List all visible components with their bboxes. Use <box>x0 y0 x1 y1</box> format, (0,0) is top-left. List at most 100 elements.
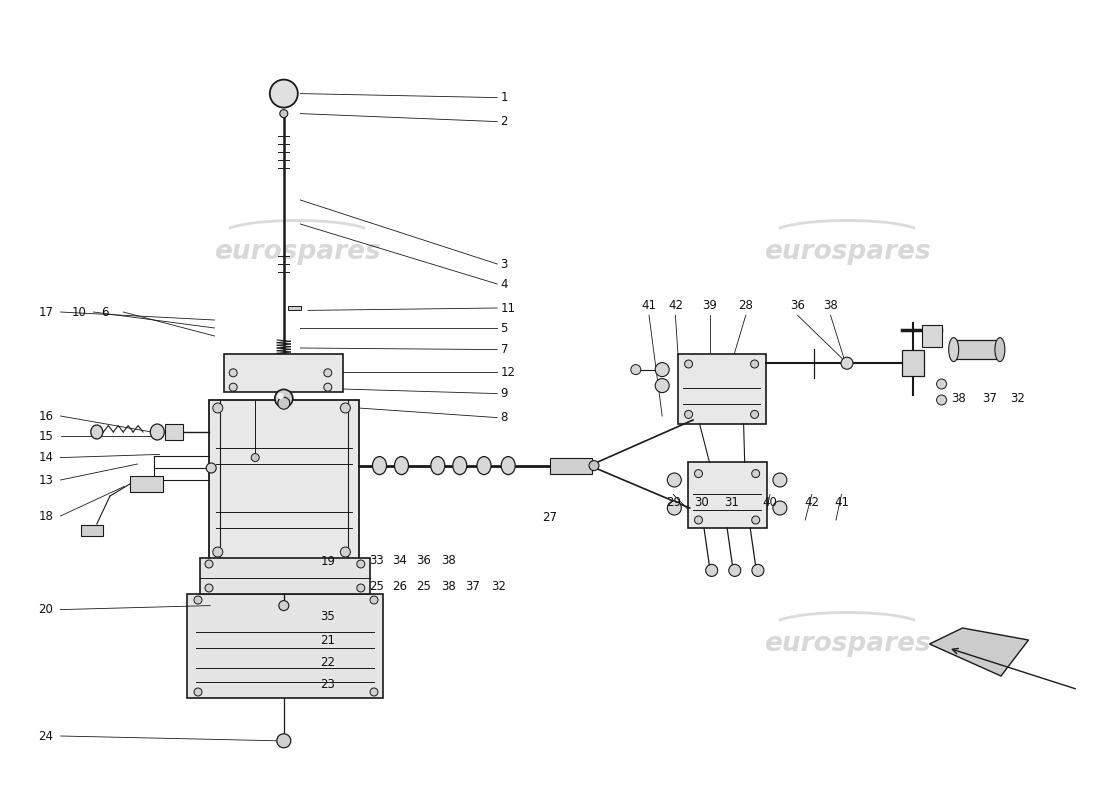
Text: 33: 33 <box>368 554 384 566</box>
Bar <box>130 476 163 492</box>
Circle shape <box>194 596 202 604</box>
Text: 26: 26 <box>392 580 407 593</box>
Bar <box>165 424 183 440</box>
Text: 34: 34 <box>392 554 407 566</box>
Text: 27: 27 <box>542 511 558 524</box>
Circle shape <box>356 560 365 568</box>
Circle shape <box>275 390 293 407</box>
Circle shape <box>370 596 378 604</box>
Circle shape <box>205 584 213 592</box>
Circle shape <box>340 547 351 557</box>
Circle shape <box>668 501 681 515</box>
Text: 16: 16 <box>39 410 54 422</box>
Circle shape <box>630 365 641 374</box>
Text: 9: 9 <box>500 387 508 400</box>
Polygon shape <box>930 628 1028 676</box>
Circle shape <box>729 565 740 576</box>
Text: 35: 35 <box>320 610 336 622</box>
Circle shape <box>278 397 289 409</box>
Text: 10: 10 <box>72 306 87 318</box>
Text: 37: 37 <box>982 392 998 405</box>
Text: 29: 29 <box>666 496 681 509</box>
Text: 41: 41 <box>641 299 657 312</box>
Text: 25: 25 <box>416 580 431 593</box>
Circle shape <box>773 501 786 515</box>
Circle shape <box>206 463 217 473</box>
Text: 2: 2 <box>500 115 508 128</box>
Bar <box>688 462 767 528</box>
Text: 12: 12 <box>500 366 516 378</box>
Circle shape <box>277 734 290 748</box>
Circle shape <box>278 601 289 610</box>
Ellipse shape <box>373 457 386 474</box>
Text: 36: 36 <box>416 554 431 566</box>
Text: 38: 38 <box>441 580 456 593</box>
Text: 32: 32 <box>1010 392 1025 405</box>
Circle shape <box>370 688 378 696</box>
Text: 22: 22 <box>320 656 336 669</box>
Bar <box>200 558 370 594</box>
Circle shape <box>270 80 298 108</box>
Circle shape <box>229 369 238 377</box>
Circle shape <box>656 378 669 393</box>
Ellipse shape <box>948 338 959 362</box>
Bar <box>954 340 1000 359</box>
Text: 25: 25 <box>368 580 384 593</box>
Circle shape <box>684 360 693 368</box>
Bar <box>550 458 592 474</box>
Circle shape <box>694 516 703 524</box>
Text: 28: 28 <box>738 299 754 312</box>
Circle shape <box>668 473 681 487</box>
Circle shape <box>212 547 223 557</box>
Text: 42: 42 <box>668 299 683 312</box>
Circle shape <box>323 369 332 377</box>
Text: 11: 11 <box>500 302 516 314</box>
Circle shape <box>229 383 238 391</box>
Text: 6: 6 <box>101 306 109 318</box>
Circle shape <box>323 383 332 391</box>
Bar <box>81 525 103 536</box>
Circle shape <box>936 395 947 405</box>
Circle shape <box>750 410 759 418</box>
Bar <box>922 325 942 347</box>
Text: 24: 24 <box>39 730 54 742</box>
Text: 5: 5 <box>500 322 508 334</box>
Text: 32: 32 <box>491 580 506 593</box>
Bar <box>224 354 343 392</box>
Text: 37: 37 <box>465 580 481 593</box>
Ellipse shape <box>994 338 1005 362</box>
Circle shape <box>750 360 759 368</box>
Text: 1: 1 <box>500 91 508 104</box>
Circle shape <box>694 470 703 478</box>
Circle shape <box>251 454 260 462</box>
Text: 20: 20 <box>39 603 54 616</box>
Circle shape <box>588 461 600 470</box>
Circle shape <box>212 403 223 413</box>
Text: eurospares: eurospares <box>763 239 931 265</box>
Text: 21: 21 <box>320 634 336 646</box>
Text: 30: 30 <box>694 496 710 509</box>
Text: 38: 38 <box>441 554 456 566</box>
Text: 8: 8 <box>500 411 508 424</box>
Circle shape <box>194 688 202 696</box>
Text: 17: 17 <box>39 306 54 318</box>
Circle shape <box>751 470 760 478</box>
Bar <box>288 306 301 310</box>
Text: 31: 31 <box>724 496 739 509</box>
Circle shape <box>279 110 288 118</box>
Text: eurospares: eurospares <box>763 631 931 657</box>
Text: 41: 41 <box>834 496 849 509</box>
Circle shape <box>356 584 365 592</box>
Ellipse shape <box>477 457 491 474</box>
Text: 38: 38 <box>823 299 838 312</box>
Circle shape <box>706 565 717 576</box>
Ellipse shape <box>502 457 515 474</box>
Ellipse shape <box>151 424 164 440</box>
Circle shape <box>656 362 669 377</box>
Bar <box>187 594 383 698</box>
Text: 7: 7 <box>500 343 508 356</box>
Bar <box>902 350 924 376</box>
Circle shape <box>205 560 213 568</box>
Circle shape <box>340 403 351 413</box>
Bar <box>209 400 359 560</box>
